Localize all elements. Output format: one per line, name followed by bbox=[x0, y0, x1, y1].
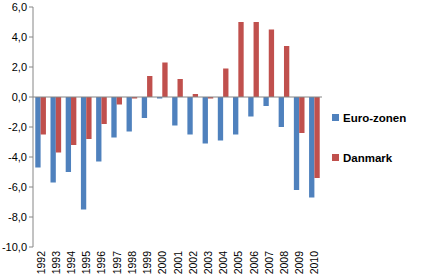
bar bbox=[96, 97, 101, 162]
x-tick-label: 1994 bbox=[65, 251, 77, 275]
bar bbox=[309, 97, 314, 198]
x-tick-label: 2001 bbox=[172, 251, 184, 275]
bar bbox=[101, 97, 106, 124]
x-tick-label: 2005 bbox=[232, 251, 244, 275]
x-tick-label: 2002 bbox=[187, 251, 199, 275]
x-tick-label: 1999 bbox=[141, 251, 153, 275]
bar bbox=[162, 63, 167, 98]
y-tick bbox=[29, 127, 33, 128]
y-tick-label: -6,0 bbox=[8, 181, 27, 193]
y-tick bbox=[29, 187, 33, 188]
chart: -10,0-8,0-6,0-4,0-2,00,02,04,06,01992199… bbox=[0, 0, 433, 280]
bar bbox=[142, 97, 147, 118]
bar bbox=[66, 97, 71, 172]
bar bbox=[86, 97, 91, 139]
bar bbox=[127, 97, 132, 132]
legend-swatch bbox=[332, 114, 339, 121]
x-tick-label: 2007 bbox=[263, 251, 275, 275]
x-tick-label: 2010 bbox=[308, 251, 320, 275]
y-tick bbox=[29, 217, 33, 218]
bar bbox=[187, 97, 192, 135]
x-tick-label: 2000 bbox=[156, 251, 168, 275]
x-tick-label: 1996 bbox=[95, 251, 107, 275]
bar bbox=[294, 97, 299, 190]
bar bbox=[147, 76, 152, 97]
y-tick-label: -4,0 bbox=[8, 151, 27, 163]
y-tick bbox=[29, 97, 33, 98]
bar bbox=[284, 46, 289, 97]
bar bbox=[203, 97, 208, 144]
bars bbox=[35, 22, 319, 210]
y-tick-label: 0,0 bbox=[12, 91, 27, 103]
y-tick bbox=[29, 37, 33, 38]
bar bbox=[269, 30, 274, 98]
y-tick-label: -2,0 bbox=[8, 121, 27, 133]
bar bbox=[35, 97, 40, 168]
x-tick-label: 2009 bbox=[293, 251, 305, 275]
bar bbox=[172, 97, 177, 126]
x-tick-label: 1995 bbox=[80, 251, 92, 275]
x-tick-label: 1998 bbox=[126, 251, 138, 275]
x-tick-label: 2008 bbox=[278, 251, 290, 275]
bar bbox=[117, 97, 122, 105]
bar bbox=[111, 97, 116, 138]
x-tick-label: 2004 bbox=[217, 251, 229, 275]
y-tick bbox=[29, 7, 33, 8]
y-tick bbox=[29, 247, 33, 248]
y-tick bbox=[29, 157, 33, 158]
y-tick-label: -10,0 bbox=[2, 241, 27, 253]
bar bbox=[178, 79, 183, 97]
bar bbox=[248, 97, 253, 117]
bar bbox=[263, 97, 268, 106]
x-tick-label: 2003 bbox=[202, 251, 214, 275]
bar bbox=[50, 97, 55, 183]
bar bbox=[279, 97, 284, 127]
y-tick-label: 6,0 bbox=[12, 1, 27, 13]
bar bbox=[71, 97, 76, 145]
x-tick-label: 1992 bbox=[35, 251, 47, 275]
bar bbox=[56, 97, 61, 153]
legend-swatch bbox=[332, 154, 339, 161]
legend-label: Danmark bbox=[343, 152, 393, 164]
bar bbox=[238, 22, 243, 97]
x-tick-label: 1993 bbox=[50, 251, 62, 275]
bar bbox=[299, 97, 304, 133]
y-tick-label: 4,0 bbox=[12, 31, 27, 43]
x-axis bbox=[33, 97, 322, 98]
bar bbox=[218, 97, 223, 141]
bar bbox=[41, 97, 46, 135]
y-tick bbox=[29, 67, 33, 68]
bar bbox=[254, 22, 259, 97]
bar bbox=[223, 69, 228, 98]
bar bbox=[81, 97, 86, 210]
legend-label: Euro-zonen bbox=[343, 112, 406, 124]
bar bbox=[233, 97, 238, 135]
x-tick-label: 1997 bbox=[111, 251, 123, 275]
bar bbox=[314, 97, 319, 178]
y-tick-label: -8,0 bbox=[8, 211, 27, 223]
y-tick-label: 2,0 bbox=[12, 61, 27, 73]
x-tick-label: 2006 bbox=[248, 251, 260, 275]
